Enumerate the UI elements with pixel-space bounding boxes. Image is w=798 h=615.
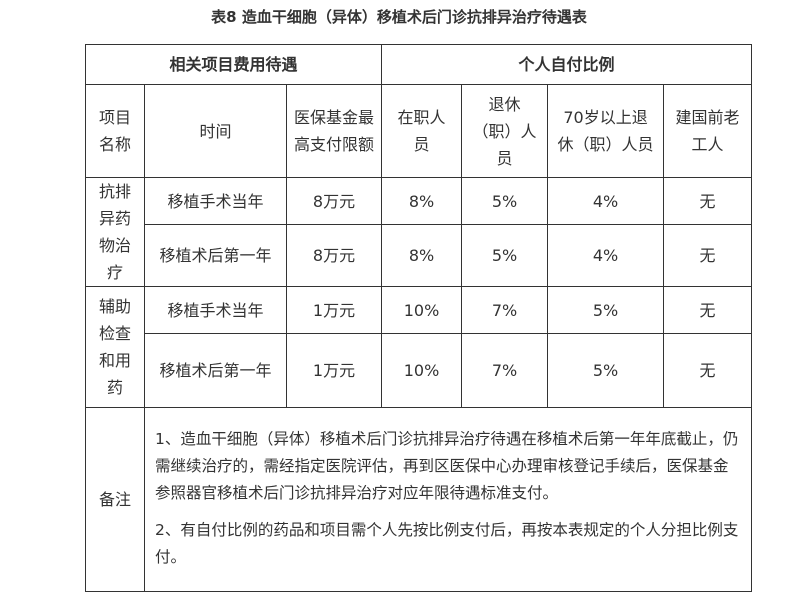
notes-label: 备注: [85, 407, 145, 592]
veteran-cell: 无: [663, 333, 753, 408]
category-text: 辅助检查和用药: [98, 297, 131, 397]
table-row: 辅助检查和用药 移植手术当年 1万元 10% 7% 5% 无: [85, 286, 753, 408]
retired70-cell: 5%: [547, 286, 665, 334]
retired70-cell: 5%: [547, 333, 665, 408]
veteran-cell: 无: [663, 177, 753, 225]
retired-cell: 5%: [461, 177, 549, 225]
veteran-cell: 无: [663, 286, 753, 334]
category-cell: 辅助检查和用药: [85, 286, 145, 408]
max-cell: 8万元: [285, 224, 383, 287]
col-header-max-text: 医保基金最高支付限额: [294, 108, 375, 154]
col-header-retired70: 70岁以上退休（职）人员: [547, 84, 665, 178]
group-header-left: 相关项目费用待遇: [84, 44, 383, 85]
table-row: 移植术后第一年 8万元 8% 5% 4% 无: [86, 224, 753, 287]
employed-cell: 8%: [381, 224, 463, 287]
table-row: 抗排异药物治疗 移植手术当年 8万元 8% 5% 4% 无: [85, 177, 753, 287]
employed-cell: 10%: [381, 286, 463, 334]
employed-cell: 10%: [381, 333, 463, 408]
col-header-employed-text: 在职人员: [397, 108, 446, 154]
col-header-veteran: 建国前老工人: [663, 84, 753, 178]
time-cell: 移植术后第一年: [144, 224, 287, 287]
max-cell: 1万元: [285, 286, 383, 334]
retired-cell: 7%: [461, 286, 549, 334]
col-header-employed: 在职人员: [381, 84, 463, 178]
col-header-retired-text: 退休（职）人员: [472, 94, 537, 168]
max-cell: 1万元: [285, 333, 383, 408]
col-header-retired: 退休（职）人员: [461, 84, 549, 178]
column-header-row: 项目名称 时间 医保基金最高支付限额 在职人员 退休（职）人员 70岁以上退休（…: [85, 84, 753, 178]
retired70-cell: 4%: [547, 177, 665, 225]
employed-cell: 8%: [381, 177, 463, 225]
retired-cell: 5%: [461, 224, 549, 287]
time-cell: 移植术后第一年: [144, 333, 287, 408]
retired70-cell: 4%: [547, 224, 665, 287]
col-header-max: 医保基金最高支付限额: [285, 84, 383, 178]
veteran-cell: 无: [663, 224, 753, 287]
category-text: 抗排异药物治疗: [98, 182, 131, 282]
notes-content: 1、造血干细胞（异体）移植术后门诊抗排异治疗待遇在移植术后第一年年底截止，仍需继…: [143, 407, 753, 592]
notes-row: 备注 1、造血干细胞（异体）移植术后门诊抗排异治疗待遇在移植术后第一年年底截止，…: [85, 407, 753, 592]
benefit-table: 相关项目费用待遇 个人自付比例 项目名称 时间 医保基金最高支付限额 在职人员 …: [84, 44, 753, 592]
max-cell: 8万元: [285, 177, 383, 225]
table-title: 表8 造血干细胞（异体）移植术后门诊抗排异治疗待遇表: [211, 8, 587, 26]
col-header-retired70-text: 70岁以上退休（职）人员: [557, 108, 654, 154]
col-header-time: 时间: [144, 84, 287, 178]
note-item: 2、有自付比例的药品和项目需个人先按比例支付后，再按本表规定的个人分担比例支付。: [155, 521, 739, 566]
category-cell: 抗排异药物治疗: [85, 177, 145, 287]
table-row: 移植术后第一年 1万元 10% 7% 5% 无: [86, 333, 753, 408]
col-header-item-text: 项目名称: [98, 108, 131, 154]
retired-cell: 7%: [461, 333, 549, 408]
time-cell: 移植手术当年: [144, 286, 287, 334]
group-header-row: 相关项目费用待遇 个人自付比例: [84, 44, 753, 85]
col-header-veteran-text: 建国前老工人: [675, 108, 740, 154]
col-header-item: 项目名称: [85, 84, 145, 178]
group-header-right: 个人自付比例: [381, 44, 753, 85]
note-item: 1、造血干细胞（异体）移植术后门诊抗排异治疗待遇在移植术后第一年年底截止，仍需继…: [155, 430, 739, 502]
time-cell: 移植手术当年: [144, 177, 287, 225]
